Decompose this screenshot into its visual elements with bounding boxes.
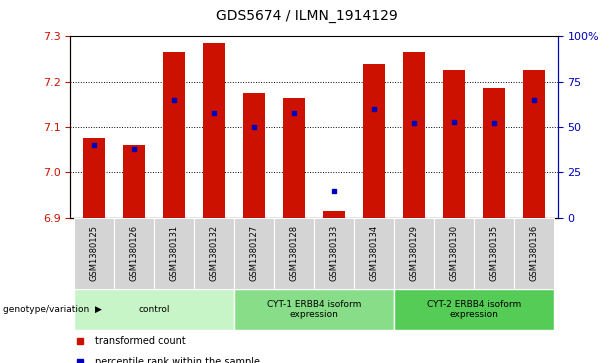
Text: GSM1380134: GSM1380134 [370, 225, 379, 281]
Bar [115, 218, 154, 289]
Text: percentile rank within the sample: percentile rank within the sample [96, 356, 261, 363]
Bar [443, 70, 465, 218]
Bar [514, 218, 554, 289]
Bar [234, 289, 394, 330]
Text: GSM1380132: GSM1380132 [210, 225, 219, 281]
Bar [474, 218, 514, 289]
Text: genotype/variation  ▶: genotype/variation ▶ [3, 305, 102, 314]
Text: GSM1380129: GSM1380129 [409, 225, 419, 281]
Text: GSM1380130: GSM1380130 [449, 225, 459, 281]
Bar [354, 218, 394, 289]
Bar [164, 52, 185, 218]
Text: CYT-1 ERBB4 isoform
expression: CYT-1 ERBB4 isoform expression [267, 300, 361, 319]
Bar [234, 218, 274, 289]
Bar [204, 43, 226, 218]
Text: control: control [139, 305, 170, 314]
Text: GSM1380126: GSM1380126 [130, 225, 139, 281]
Text: GSM1380136: GSM1380136 [530, 225, 538, 281]
Bar [523, 70, 545, 218]
Bar [123, 145, 145, 218]
Text: GSM1380135: GSM1380135 [489, 225, 498, 281]
Bar [403, 52, 425, 218]
Text: CYT-2 ERBB4 isoform
expression: CYT-2 ERBB4 isoform expression [427, 300, 521, 319]
Text: GSM1380128: GSM1380128 [290, 225, 299, 281]
Bar [363, 64, 385, 218]
Bar [194, 218, 234, 289]
Bar [75, 218, 115, 289]
Bar [323, 211, 345, 218]
Text: transformed count: transformed count [96, 336, 186, 346]
Bar [394, 289, 554, 330]
Bar [283, 98, 305, 218]
Text: GSM1380133: GSM1380133 [330, 225, 338, 281]
Text: GSM1380125: GSM1380125 [90, 225, 99, 281]
Bar [154, 218, 194, 289]
Bar [394, 218, 434, 289]
Bar [483, 89, 505, 218]
Bar [314, 218, 354, 289]
Bar [434, 218, 474, 289]
Bar [243, 93, 265, 218]
Bar [274, 218, 314, 289]
Text: GSM1380127: GSM1380127 [249, 225, 259, 281]
Bar [75, 289, 234, 330]
Text: GSM1380131: GSM1380131 [170, 225, 179, 281]
Text: GDS5674 / ILMN_1914129: GDS5674 / ILMN_1914129 [216, 9, 397, 23]
Bar [83, 138, 105, 218]
